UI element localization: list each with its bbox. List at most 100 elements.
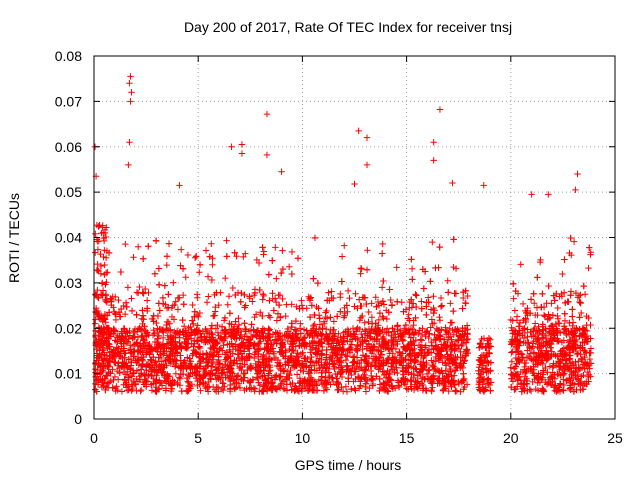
data-point xyxy=(328,288,335,295)
data-point xyxy=(344,308,351,315)
data-point xyxy=(423,303,430,310)
data-point xyxy=(121,310,129,318)
data-point xyxy=(421,375,429,383)
data-point xyxy=(159,294,167,302)
data-point xyxy=(412,377,419,385)
data-point xyxy=(382,341,389,348)
data-point xyxy=(201,372,208,380)
data-point xyxy=(261,344,269,352)
data-point xyxy=(152,387,159,395)
data-point xyxy=(352,290,359,297)
data-point xyxy=(288,301,295,308)
data-point xyxy=(335,386,342,394)
data-point xyxy=(106,370,114,377)
data-point xyxy=(183,336,191,343)
data-point xyxy=(208,363,216,370)
data-point xyxy=(165,356,173,363)
data-point xyxy=(450,307,457,315)
data-point xyxy=(140,336,147,343)
data-point xyxy=(455,327,462,334)
data-point xyxy=(152,346,160,353)
data-point xyxy=(272,354,280,362)
data-point xyxy=(437,294,445,302)
data-point xyxy=(291,387,298,395)
data-point xyxy=(177,262,184,269)
data-point xyxy=(587,249,594,256)
data-point xyxy=(562,356,570,364)
data-point xyxy=(361,328,369,335)
data-point xyxy=(388,366,396,373)
data-point xyxy=(204,362,212,370)
data-point xyxy=(104,363,111,371)
data-point xyxy=(249,298,256,305)
data-point xyxy=(220,369,228,376)
data-point xyxy=(401,367,409,375)
data-point xyxy=(445,387,452,395)
data-point xyxy=(172,338,179,346)
data-point xyxy=(136,325,143,332)
data-point xyxy=(383,359,390,366)
data-point xyxy=(565,298,572,306)
data-point xyxy=(200,365,207,372)
data-point xyxy=(146,343,153,350)
data-point xyxy=(361,319,368,326)
data-point xyxy=(410,331,418,338)
data-point xyxy=(284,325,292,333)
data-point xyxy=(301,355,308,362)
data-point xyxy=(553,290,560,298)
data-point xyxy=(252,311,260,318)
data-point xyxy=(145,243,152,250)
data-point xyxy=(306,313,314,321)
data-point xyxy=(513,360,520,367)
data-point xyxy=(236,384,244,392)
data-point xyxy=(348,385,355,393)
data-point xyxy=(230,333,237,341)
data-point xyxy=(372,357,380,365)
data-point xyxy=(528,356,536,364)
data-point xyxy=(564,366,572,373)
data-point xyxy=(558,365,566,373)
data-point xyxy=(410,364,417,372)
data-point xyxy=(98,291,106,298)
data-point xyxy=(266,326,274,333)
data-point xyxy=(184,340,192,347)
data-point xyxy=(385,373,392,381)
data-point xyxy=(364,247,371,254)
data-point xyxy=(133,367,141,374)
data-point xyxy=(342,328,349,335)
data-point xyxy=(315,305,322,312)
data-point xyxy=(147,368,155,375)
data-point xyxy=(169,377,176,384)
data-point xyxy=(323,307,330,315)
data-point xyxy=(279,247,286,254)
data-point xyxy=(549,312,557,319)
data-point xyxy=(327,314,334,321)
data-point xyxy=(512,354,520,362)
data-point xyxy=(306,340,313,347)
data-point xyxy=(122,381,129,389)
data-point xyxy=(554,371,561,378)
data-point xyxy=(97,250,104,258)
data-point xyxy=(416,327,423,334)
data-point xyxy=(311,311,318,319)
data-point xyxy=(191,340,198,347)
data-point xyxy=(209,255,216,262)
data-point xyxy=(423,387,430,394)
data-point xyxy=(172,298,179,305)
data-point xyxy=(528,332,535,340)
data-point xyxy=(420,285,428,292)
data-point xyxy=(210,312,217,320)
data-point xyxy=(406,317,413,324)
data-point xyxy=(376,309,384,317)
data-point xyxy=(169,344,177,352)
data-point xyxy=(550,362,557,369)
data-point xyxy=(275,291,282,299)
data-point xyxy=(364,343,371,350)
data-point xyxy=(209,340,216,348)
data-point xyxy=(417,380,425,387)
data-point xyxy=(150,318,157,325)
data-point xyxy=(362,388,370,395)
data-point xyxy=(537,373,544,380)
data-point xyxy=(345,346,353,354)
data-point xyxy=(234,351,242,358)
